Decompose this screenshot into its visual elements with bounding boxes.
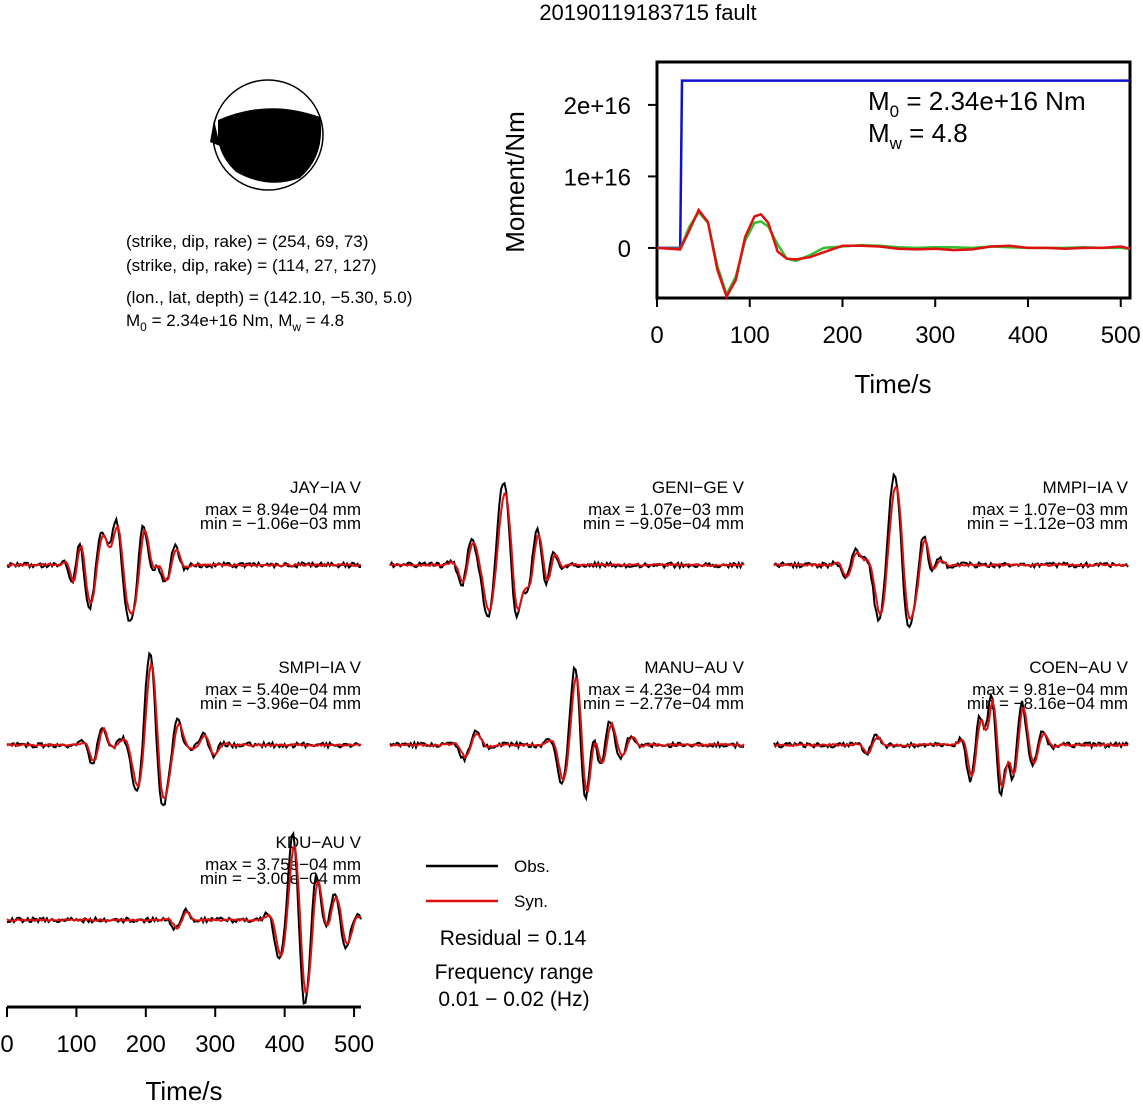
moment-rate-red-line bbox=[656, 207, 1131, 300]
moment-mw-annotation: Mw = 4.8 bbox=[868, 118, 968, 153]
moment-xtick-label: 500 bbox=[1101, 322, 1141, 349]
moment-panel: 0 100 200 300 400 500 0 1e+16 2e+16 Moment/Nm Ti… bbox=[500, 60, 1141, 399]
synthetic-waveform bbox=[6, 661, 362, 800]
bottom-xtick-label: 0 bbox=[0, 1031, 13, 1058]
station-min: min = −3.00e−04 mm bbox=[200, 869, 361, 888]
moment-panel-frame bbox=[655, 60, 1132, 300]
nodal-plane-1: (strike, dip, rake) = (254, 69, 73) bbox=[126, 232, 368, 251]
focal-mechanism-beachball bbox=[210, 79, 324, 191]
figure-title: 20190119183715 fault bbox=[539, 0, 756, 25]
bottom-xtick-label: 300 bbox=[195, 1031, 235, 1058]
station-max: max = 1.07e−03 mm bbox=[588, 500, 744, 519]
station-name: KDU−AU V bbox=[276, 833, 362, 852]
frequency-value: 0.01 − 0.02 (Hz) bbox=[438, 988, 589, 1011]
moment-ytick-label: 0 bbox=[618, 236, 631, 263]
moment-xtick-label: 400 bbox=[1008, 322, 1048, 349]
station-max: max = 4.23e−04 mm bbox=[588, 680, 744, 699]
moment-xlabel: Time/s bbox=[854, 369, 931, 399]
synthetic-waveform bbox=[773, 485, 1129, 620]
nodal-plane-2: (strike, dip, rake) = (114, 27, 127) bbox=[126, 256, 377, 275]
residual-text: Residual = 0.14 bbox=[440, 927, 587, 950]
moment-axis-ticks: 0 100 200 300 400 500 0 1e+16 2e+16 bbox=[564, 93, 1141, 349]
bottom-xlabel: Time/s bbox=[145, 1076, 222, 1104]
station-min: min = −1.12e−03 mm bbox=[967, 514, 1128, 533]
moment-xtick-label: 200 bbox=[822, 322, 862, 349]
station-min: min = −1.06e−03 mm bbox=[200, 514, 361, 533]
station-name: SMPI−IA V bbox=[278, 658, 361, 677]
station-max: max = 9.81e−04 mm bbox=[972, 680, 1128, 699]
moment-xtick-label: 0 bbox=[650, 322, 663, 349]
station-max: max = 3.75e−04 mm bbox=[205, 855, 361, 874]
bottom-xtick-label: 400 bbox=[265, 1031, 305, 1058]
moment-ylabel: Moment/Nm bbox=[500, 111, 530, 253]
legend: Obs. Syn. Residual = 0.14 Frequency rang… bbox=[426, 857, 593, 1011]
station-min: min = −8.16e−04 mm bbox=[967, 694, 1128, 713]
event-location: (lon., lat, depth) = (142.10, −5.30, 5.0… bbox=[126, 288, 412, 307]
synthetic-waveform bbox=[389, 492, 745, 612]
synthetic-waveform bbox=[6, 845, 362, 994]
station-name: MANU−AU V bbox=[644, 658, 744, 677]
station-min: min = −3.96e−04 mm bbox=[200, 694, 361, 713]
synthetic-waveform bbox=[773, 697, 1129, 789]
station-name: JAY−IA V bbox=[290, 478, 362, 497]
observed-waveform bbox=[773, 472, 1129, 629]
station-name: MMPI−IA V bbox=[1043, 478, 1129, 497]
synthetic-waveform bbox=[389, 676, 745, 793]
station-max: max = 8.94e−04 mm bbox=[205, 500, 361, 519]
bottom-time-axis: 0 100 200 300 400 500 Time/s bbox=[0, 1005, 374, 1104]
frequency-title: Frequency range bbox=[435, 961, 594, 984]
synthetic-waveform bbox=[6, 524, 362, 616]
observed-waveform bbox=[6, 515, 361, 622]
observed-waveform bbox=[6, 830, 362, 1005]
bottom-xtick-label: 100 bbox=[56, 1031, 96, 1058]
legend-obs-label: Obs. bbox=[514, 857, 550, 876]
bottom-xtick-label: 200 bbox=[126, 1031, 166, 1058]
moment-summary: M0 = 2.34e+16 Nm, Mw = 4.8 bbox=[126, 311, 344, 334]
moment-ytick-label: 2e+16 bbox=[564, 93, 631, 120]
moment-ytick-label: 1e+16 bbox=[564, 164, 631, 191]
moment-rate-green-line bbox=[656, 210, 1131, 298]
moment-lines bbox=[656, 79, 1131, 300]
station-max: max = 1.07e−03 mm bbox=[972, 500, 1128, 519]
bottom-xtick-label: 500 bbox=[334, 1031, 374, 1058]
station-min: min = −2.77e−04 mm bbox=[583, 694, 744, 713]
station-min: min = −9.05e−04 mm bbox=[583, 514, 744, 533]
moment-xtick-label: 100 bbox=[730, 322, 770, 349]
station-name: GENI−GE V bbox=[652, 478, 745, 497]
legend-syn-label: Syn. bbox=[514, 892, 548, 911]
moment-m0-annotation: M0 = 2.34e+16 Nm bbox=[868, 86, 1086, 121]
moment-xtick-label: 300 bbox=[915, 322, 955, 349]
station-name: COEN−AU V bbox=[1029, 658, 1128, 677]
station-max: max = 5.40e−04 mm bbox=[205, 680, 361, 699]
